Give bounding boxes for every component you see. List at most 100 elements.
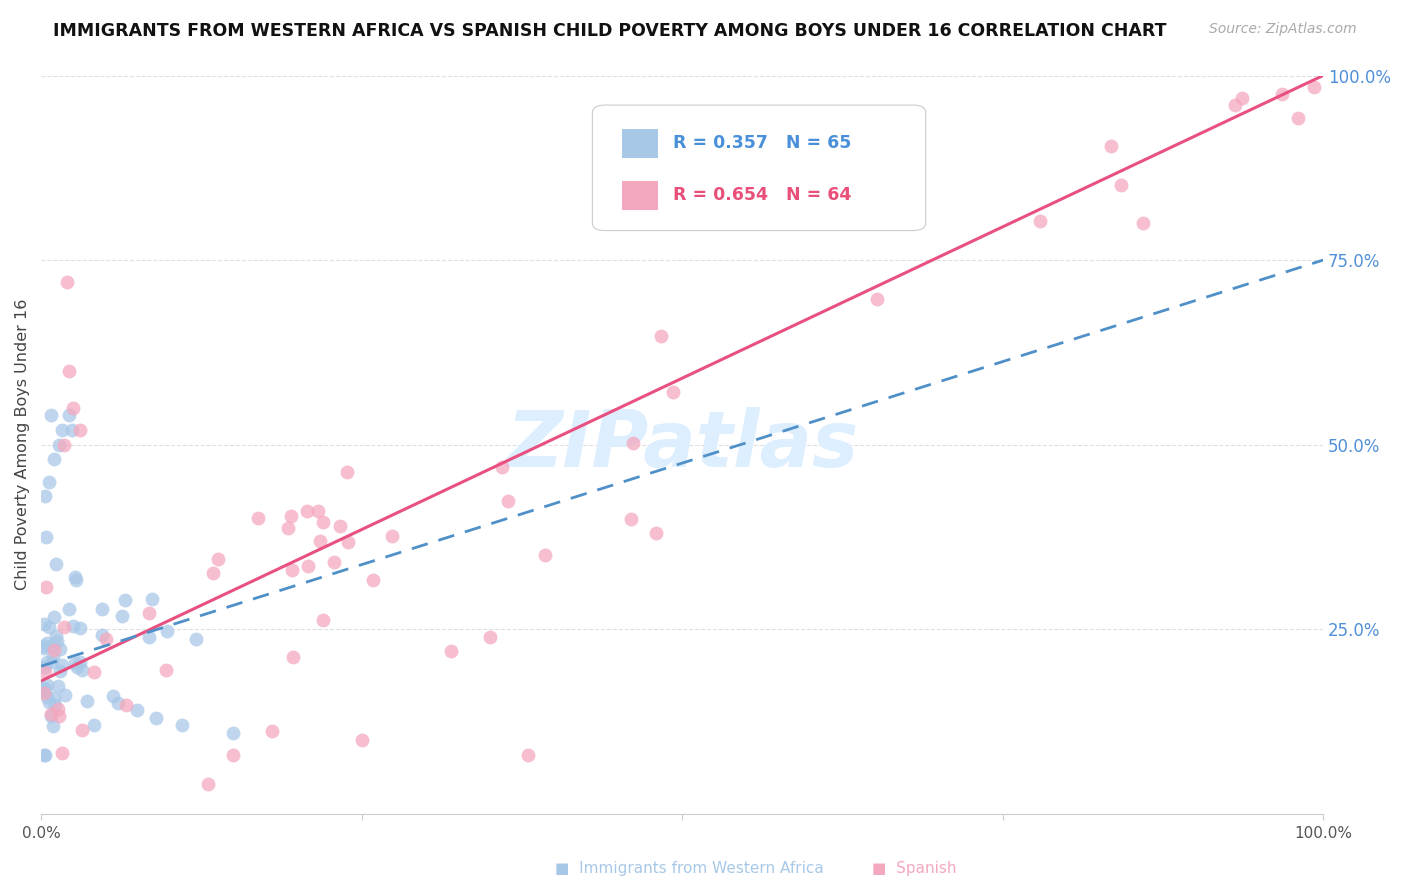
Point (222, 725, 245, 739)
Point (32, 660, 55, 674)
Point (621, 436, 644, 450)
Point (72, 723, 94, 737)
Text: ■  Immigrants from Western Africa: ■ Immigrants from Western Africa (555, 861, 824, 876)
Point (45, 557, 67, 571)
Text: ZIPatlas: ZIPatlas (506, 407, 858, 483)
Point (312, 613, 335, 627)
Point (51, 423, 73, 437)
Point (350, 733, 373, 747)
Point (65, 573, 87, 587)
Point (308, 533, 330, 548)
Point (60, 423, 83, 437)
Point (496, 494, 519, 508)
Point (42, 642, 65, 657)
Point (63, 656, 86, 670)
Point (63, 570, 86, 584)
Point (141, 591, 163, 606)
Point (645, 526, 668, 541)
Point (107, 696, 129, 710)
Point (247, 511, 270, 525)
Point (1271, 87, 1294, 101)
Point (38, 694, 60, 708)
Point (41, 639, 63, 653)
Point (517, 747, 540, 762)
Point (44, 691, 66, 706)
Bar (621, 181, 658, 211)
Point (48, 438, 70, 452)
Point (32, 640, 55, 655)
Point (138, 606, 160, 620)
Text: IMMIGRANTS FROM WESTERN AFRICA VS SPANISH CHILD POVERTY AMONG BOYS UNDER 16 CORR: IMMIGRANTS FROM WESTERN AFRICA VS SPANIS… (53, 22, 1167, 40)
Point (38, 475, 60, 489)
Point (1109, 178, 1132, 193)
Text: Source: ZipAtlas.com: Source: ZipAtlas.com (1209, 22, 1357, 37)
Point (323, 555, 346, 569)
Point (281, 563, 304, 577)
Point (114, 593, 136, 607)
Point (184, 632, 207, 647)
Point (440, 644, 463, 658)
Point (111, 609, 134, 624)
Point (866, 292, 889, 306)
Point (76, 694, 98, 708)
Point (46, 701, 69, 715)
Point (83, 665, 105, 679)
Point (1132, 216, 1154, 230)
Point (45, 630, 67, 644)
Point (91, 628, 114, 642)
Point (58, 364, 80, 378)
Point (96, 632, 118, 647)
Point (44, 698, 66, 712)
Point (53, 438, 76, 452)
Point (70, 663, 93, 677)
Point (42, 649, 65, 664)
Point (277, 521, 299, 535)
Point (32, 681, 55, 695)
Point (48, 708, 70, 723)
Point (32, 686, 55, 700)
Point (91, 601, 114, 615)
Point (114, 698, 136, 713)
Point (83, 718, 105, 732)
Point (650, 328, 672, 343)
Point (103, 689, 125, 703)
Point (62, 401, 84, 415)
Point (32, 681, 55, 696)
Point (260, 724, 283, 739)
Point (41, 408, 63, 422)
Point (1029, 214, 1052, 228)
Point (45, 634, 67, 648)
Point (207, 552, 229, 566)
Bar (621, 128, 658, 158)
Point (32, 617, 55, 632)
Point (34, 489, 56, 503)
Point (37, 636, 59, 650)
Point (42, 610, 65, 624)
Point (32, 747, 55, 762)
Point (336, 465, 359, 479)
Point (35, 678, 58, 692)
Point (295, 504, 318, 518)
Point (156, 624, 179, 638)
Point (35, 530, 58, 544)
Point (32, 639, 55, 653)
Point (49, 641, 72, 656)
Point (127, 703, 149, 717)
Point (145, 711, 167, 725)
Y-axis label: Child Poverty Among Boys Under 16: Child Poverty Among Boys Under 16 (15, 299, 30, 591)
Point (69, 655, 91, 669)
Point (51, 746, 73, 760)
Point (361, 573, 384, 587)
Point (58, 602, 80, 616)
Point (381, 529, 404, 543)
Point (202, 566, 225, 580)
Point (35, 655, 58, 669)
Point (41, 709, 63, 723)
Point (222, 747, 245, 762)
Point (62, 619, 84, 633)
Point (58, 408, 80, 422)
Point (329, 519, 352, 533)
Point (138, 630, 160, 644)
Point (34, 747, 56, 762)
Point (280, 509, 302, 524)
